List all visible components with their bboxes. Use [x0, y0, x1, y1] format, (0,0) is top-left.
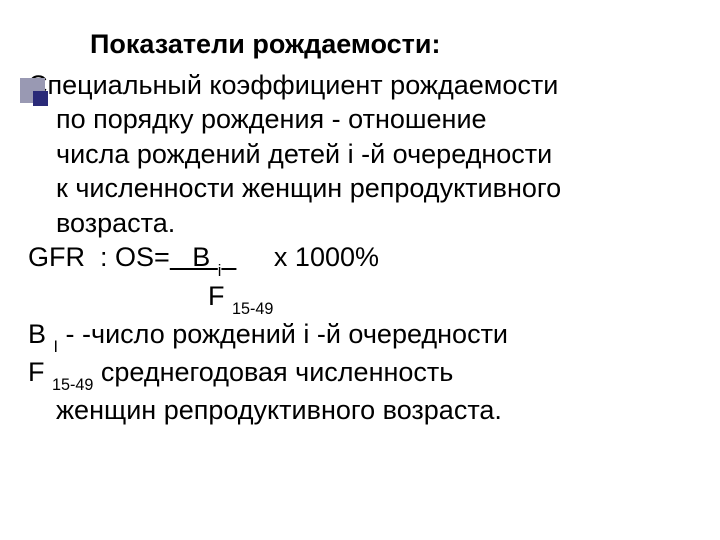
para1-line4: к численности женщин репродуктивного — [28, 171, 690, 206]
formula-line2: F 15-49 — [28, 279, 690, 317]
slide: Показатели рождаемости: Специальный коэф… — [0, 0, 720, 540]
title-row: Показатели рождаемости: — [60, 28, 690, 62]
bullet-icon — [20, 78, 45, 103]
body-text: Специальный коэффициент рождаемости по п… — [28, 68, 690, 428]
slide-title: Показатели рождаемости: — [90, 28, 690, 62]
formula-numerator: В i — [170, 242, 237, 272]
formula-lhs: GFR : OS= — [28, 242, 170, 272]
definition-2-line1: F 15-49 среднегодовая численность — [28, 355, 690, 393]
definition-2-line2: женщин репродуктивного возраста. — [28, 393, 690, 428]
definition-1: B I - -число рождений i -й очередности — [28, 317, 690, 355]
formula-mult: х 1000% — [236, 242, 379, 272]
formula-line1: GFR : OS= В i х 1000% — [28, 240, 690, 278]
para1-line1: Специальный коэффициент рождаемости — [28, 68, 690, 103]
para1-line2: по порядку рождения - отношение — [28, 102, 690, 137]
para1-line3: числа рождений детей i -й очередности — [28, 137, 690, 172]
para1-line5: возраста. — [28, 206, 690, 241]
